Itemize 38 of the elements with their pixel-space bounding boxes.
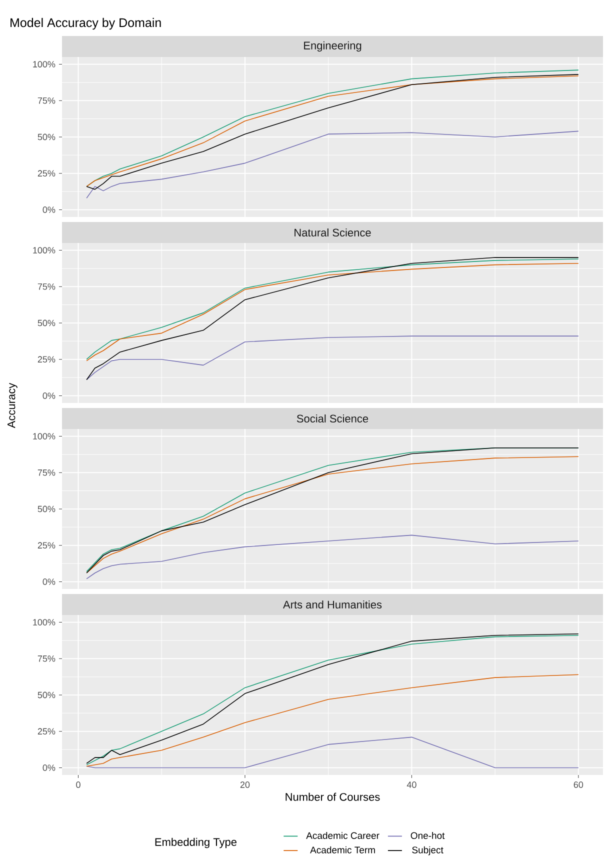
y-tick-label: 25%: [38, 170, 56, 177]
x-tick-label: 40: [406, 782, 416, 788]
y-tick-label: 50%: [38, 692, 56, 698]
y-axis-title: Accuracy: [8, 382, 18, 428]
chart-subtitle: Social Science: [296, 414, 368, 423]
y-tick-label: 0%: [42, 764, 56, 771]
y-tick-label: 25%: [38, 356, 56, 363]
y-tick-label: 50%: [38, 134, 56, 140]
y-tick-label: 75%: [38, 97, 56, 104]
y-tick-label: 0%: [42, 392, 56, 399]
x-axis-title: Number of Courses: [286, 792, 380, 801]
legend-label: Academic Career: [306, 832, 380, 839]
y-tick-label: 25%: [38, 728, 56, 735]
chart-subtitle: Natural Science: [294, 228, 371, 237]
y-tick-label: 100%: [33, 61, 56, 68]
y-tick-label: 0%: [42, 578, 56, 585]
x-tick-label: 0: [76, 782, 80, 788]
y-tick-label: 0%: [42, 206, 56, 213]
y-tick-label: 100%: [33, 433, 56, 440]
line-series: [86, 534, 579, 580]
chart-title: Model Accuracy by Domain: [10, 18, 161, 30]
line-series: [86, 130, 579, 198]
y-tick-label: 75%: [38, 469, 56, 476]
y-tick-label: 100%: [33, 619, 56, 626]
y-tick-label: 50%: [38, 506, 56, 512]
y-tick-label: 25%: [38, 542, 56, 549]
legend-label: Academic Term: [310, 846, 375, 854]
x-tick-label: 60: [574, 782, 584, 788]
legend-label: Subject: [412, 846, 444, 856]
legend-label: One-hot: [410, 832, 445, 839]
chart-subtitle: Engineering: [304, 41, 362, 52]
y-tick-label: 75%: [38, 283, 56, 290]
y-tick-label: 100%: [33, 247, 56, 254]
y-tick-label: 75%: [38, 655, 56, 662]
legend-title: Embedding Type: [155, 838, 237, 848]
x-tick-label: 20: [240, 782, 250, 788]
chart-subtitle: Arts and Humanities: [282, 600, 382, 609]
y-tick-label: 50%: [38, 320, 56, 326]
